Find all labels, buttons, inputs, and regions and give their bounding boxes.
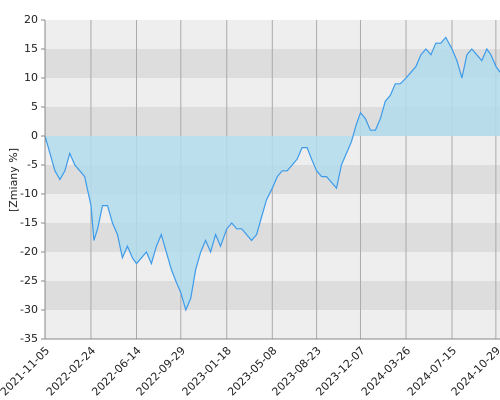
y-tick-label: 0 — [31, 129, 38, 142]
y-axis-label: [Zmiany %] — [7, 148, 20, 212]
y-tick-label: -5 — [27, 158, 38, 171]
line — [44, 36, 500, 312]
y-tick-label: -25 — [20, 274, 38, 287]
y-tick-label: -15 — [20, 216, 38, 229]
y-tick-label: -20 — [20, 245, 38, 258]
y-tick-label: 15 — [24, 42, 38, 55]
y-tick-label: -10 — [20, 187, 38, 200]
y-tick-label: 10 — [24, 71, 38, 84]
area — [45, 37, 500, 311]
y-tick-label: 5 — [31, 100, 38, 113]
y-tick-label: 20 — [24, 13, 38, 26]
y-tick-label: -30 — [20, 303, 38, 316]
y-tick-label: -35 — [20, 332, 38, 345]
